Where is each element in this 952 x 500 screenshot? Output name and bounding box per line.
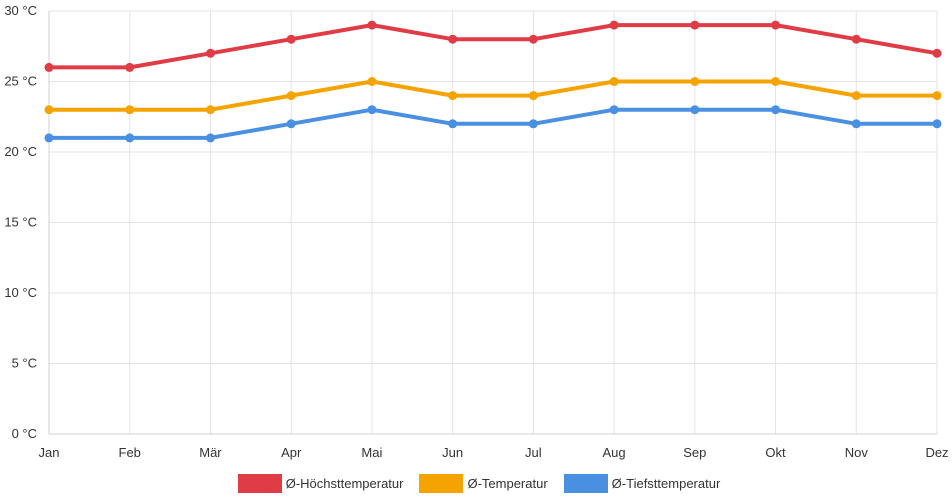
- y-tick-label: 0 °C: [12, 426, 37, 441]
- data-point: [771, 20, 781, 30]
- series-0: [44, 20, 942, 72]
- data-point: [205, 48, 215, 58]
- x-tick-label: Jul: [525, 445, 542, 460]
- data-point: [609, 105, 619, 115]
- data-point: [448, 34, 458, 44]
- data-point: [286, 91, 296, 101]
- data-point: [851, 119, 861, 129]
- data-point: [44, 105, 54, 115]
- data-point: [286, 119, 296, 129]
- data-point: [44, 133, 54, 143]
- series-2: [44, 105, 942, 143]
- series-line: [47, 107, 939, 140]
- y-tick-label: 25 °C: [4, 74, 37, 89]
- data-point: [932, 48, 942, 58]
- data-point: [690, 20, 700, 30]
- legend-swatch-tiefsttemperatur: [563, 473, 608, 493]
- data-point: [851, 34, 861, 44]
- data-point: [609, 77, 619, 86]
- legend-item-temperatur[interactable]: Ø-Temperatur: [419, 473, 548, 493]
- data-point: [367, 77, 377, 86]
- x-tick-label: Dez: [925, 445, 948, 460]
- data-point: [690, 77, 700, 86]
- series-line: [47, 79, 939, 112]
- y-tick-label: 5 °C: [12, 356, 37, 371]
- x-tick-label: Jun: [442, 445, 463, 460]
- legend-swatch-temperatur: [419, 473, 464, 493]
- x-tick-label: Sep: [683, 445, 706, 460]
- data-point: [528, 34, 538, 44]
- data-point: [690, 105, 700, 115]
- data-point: [205, 133, 215, 143]
- x-tick-label: Nov: [845, 445, 869, 460]
- axis-layer: 0 °C 5 °C 10 °C 15 °C 20 °C 25 °C 30 °C Jan Feb M…: [4, 3, 948, 460]
- data-point: [771, 105, 781, 115]
- data-point: [771, 77, 781, 86]
- data-point: [609, 20, 619, 30]
- data-point: [932, 119, 942, 129]
- x-tick-label: Apr: [281, 445, 302, 460]
- x-tick-label: Okt: [765, 445, 786, 460]
- x-tick-label: Mär: [199, 445, 222, 460]
- data-point: [448, 91, 458, 101]
- data-point: [44, 62, 54, 72]
- data-point: [528, 119, 538, 129]
- data-point: [125, 105, 135, 115]
- series-line: [47, 23, 939, 70]
- data-point: [851, 91, 861, 101]
- x-tick-label: Jan: [39, 445, 60, 460]
- y-tick-label: 15 °C: [4, 215, 37, 230]
- data-point: [448, 119, 458, 129]
- data-point: [932, 91, 942, 101]
- series-layer: [44, 20, 942, 143]
- y-tick-label: 30 °C: [4, 3, 37, 18]
- legend-swatch-hoechsttemperatur: [237, 473, 282, 493]
- data-point: [528, 91, 538, 101]
- data-point: [367, 20, 377, 30]
- data-point: [205, 105, 215, 115]
- legend-item-hoechsttemperatur[interactable]: Ø-Höchsttemperatur: [237, 473, 404, 493]
- legend-label-temperatur: Ø-Temperatur: [467, 475, 548, 491]
- x-tick-label: Mai: [361, 445, 382, 460]
- y-tick-label: 10 °C: [4, 285, 37, 300]
- grid-layer: [48, 10, 938, 435]
- legend-label-tiefsttemperatur: Ø-Tiefsttemperatur: [611, 475, 721, 491]
- series-1: [44, 77, 942, 115]
- data-point: [367, 105, 377, 115]
- x-tick-label: Aug: [603, 445, 626, 460]
- data-point: [125, 133, 135, 143]
- legend-label-hoechsttemperatur: Ø-Höchsttemperatur: [285, 475, 404, 491]
- y-tick-label: 20 °C: [4, 144, 37, 159]
- chart-legend: Ø-Höchsttemperatur Ø-Temperatur Ø-Tiefst…: [0, 472, 952, 494]
- x-tick-label: Feb: [119, 445, 141, 460]
- chart-canvas: 0 °C 5 °C 10 °C 15 °C 20 °C 25 °C 30 °C Jan Feb M…: [4, 3, 948, 460]
- legend-item-tiefsttemperatur[interactable]: Ø-Tiefsttemperatur: [563, 473, 721, 493]
- data-point: [125, 62, 135, 72]
- data-point: [286, 34, 296, 44]
